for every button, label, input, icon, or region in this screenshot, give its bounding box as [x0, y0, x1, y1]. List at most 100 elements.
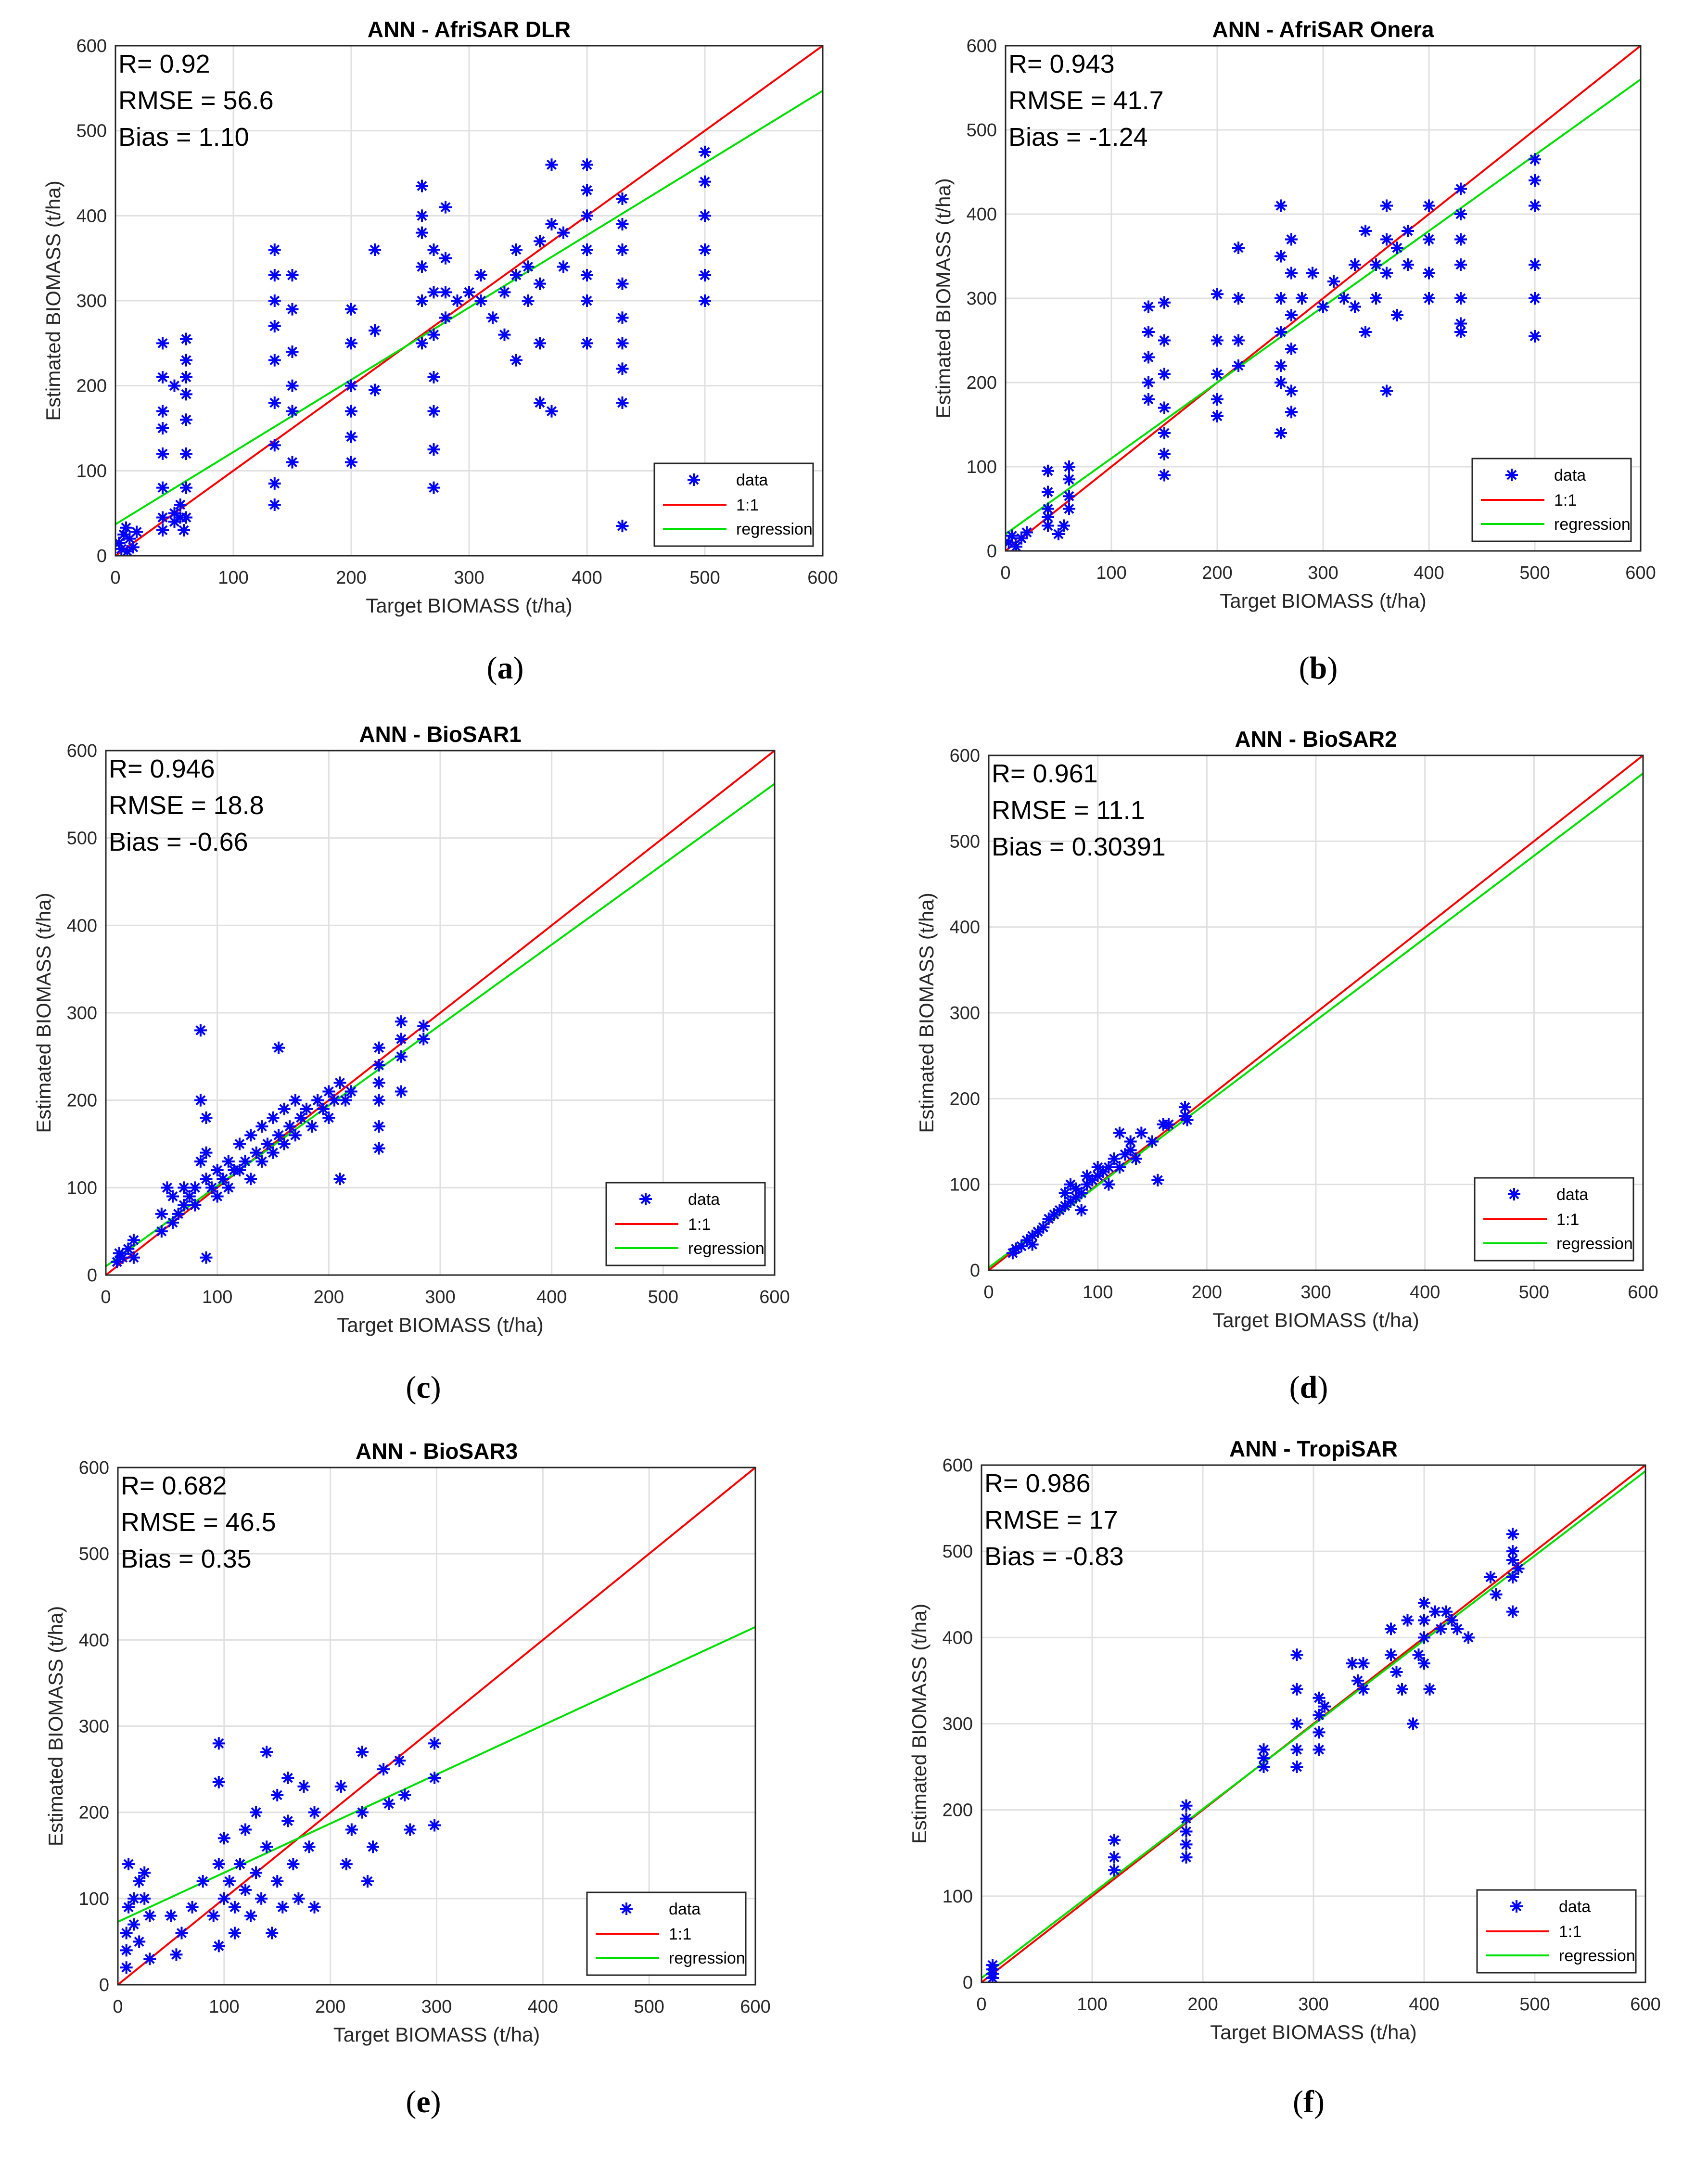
- data-point: [356, 1806, 369, 1819]
- data-point: [1151, 1174, 1164, 1187]
- data-point: [268, 269, 281, 281]
- chart-panel-5: 0 100 200 300 400 500 600 0 100 200 300 400 500 600 AN…: [44, 1439, 771, 2119]
- data-point: [239, 1883, 252, 1896]
- data-point: [427, 243, 440, 256]
- data-point: [345, 430, 357, 443]
- data-point: [1380, 199, 1393, 212]
- y-tick-label: 400: [79, 1630, 109, 1650]
- data-point: [1396, 1683, 1408, 1696]
- y-tick-label: 200: [943, 1800, 973, 1821]
- data-point: [1108, 1834, 1121, 1847]
- data-point: [339, 1094, 352, 1107]
- data-point: [1142, 326, 1155, 338]
- data-point: [404, 1823, 417, 1836]
- data-point: [1130, 1152, 1142, 1165]
- data-point: [474, 269, 487, 281]
- data-point: [1026, 1238, 1039, 1251]
- x-tick-label: 600: [807, 568, 838, 588]
- x-tick-label: 400: [572, 568, 602, 588]
- data-point: [1454, 208, 1467, 220]
- x-tick-label: 100: [1077, 1994, 1107, 2015]
- data-point: [1181, 1113, 1194, 1126]
- data-point: [1529, 330, 1541, 343]
- y-tick-label: 100: [67, 1178, 97, 1198]
- data-point: [1418, 1614, 1430, 1627]
- data-point: [1275, 359, 1287, 372]
- data-point: [122, 1858, 135, 1871]
- data-point: [1232, 359, 1245, 372]
- data-point: [168, 379, 181, 392]
- data-point: [1275, 376, 1287, 389]
- data-point: [1506, 1570, 1519, 1583]
- data-point: [244, 1129, 257, 1142]
- data-point: [283, 1120, 296, 1133]
- data-point: [1407, 1717, 1419, 1730]
- chart-title: ANN - BioSAR1: [359, 722, 521, 747]
- chart-panel-2: 0 100 200 300 400 500 600 0 100 200 300 400 500 600 AN…: [932, 17, 1656, 686]
- data-point: [268, 396, 281, 409]
- data-point: [1135, 1126, 1148, 1139]
- data-point: [183, 1190, 196, 1203]
- data-point: [127, 1234, 140, 1247]
- y-tick-label: 400: [67, 916, 97, 936]
- data-point: [180, 371, 192, 383]
- data-point: [1454, 182, 1467, 195]
- data-point: [417, 1020, 430, 1033]
- data-point: [317, 1102, 330, 1115]
- data-point: [228, 1901, 241, 1914]
- data-point: [1108, 1152, 1121, 1165]
- data-point: [156, 481, 169, 494]
- legend-label-identity: 1:1: [1554, 491, 1577, 510]
- data-point: [272, 1041, 285, 1054]
- data-point: [345, 303, 357, 316]
- data-point: [534, 396, 546, 409]
- data-point: [281, 1814, 294, 1827]
- data-point: [395, 1033, 408, 1046]
- data-point: [416, 179, 428, 192]
- data-point: [395, 1085, 408, 1098]
- y-tick-label: 300: [967, 289, 997, 309]
- data-point: [178, 1199, 191, 1212]
- data-point: [427, 481, 440, 494]
- data-point: [328, 1094, 341, 1107]
- data-points: [111, 1015, 430, 1268]
- data-point: [474, 294, 487, 307]
- data-point: [345, 337, 357, 350]
- data-point: [289, 1094, 302, 1107]
- data-point: [427, 405, 440, 418]
- data-point: [428, 1819, 441, 1832]
- data-point: [156, 524, 169, 536]
- data-point: [211, 1164, 224, 1176]
- identity-line: [1006, 46, 1641, 551]
- y-tick-label: 600: [967, 36, 997, 56]
- data-point: [1142, 393, 1155, 406]
- chart-title: ANN - AfriSAR DLR: [368, 17, 571, 42]
- data-point: [180, 332, 192, 345]
- data-point: [1113, 1126, 1126, 1139]
- chart-title: ANN - BioSAR2: [1235, 727, 1397, 752]
- data-point: [189, 1199, 202, 1212]
- data-points: [1006, 153, 1541, 551]
- data-point: [196, 1875, 209, 1888]
- stat-line: Bias = -0.83: [984, 1542, 1124, 1571]
- data-point: [217, 1832, 230, 1845]
- data-point: [207, 1909, 220, 1922]
- data-point: [427, 328, 440, 341]
- data-point: [120, 1961, 133, 1974]
- data-point: [1412, 1648, 1425, 1661]
- stat-line: Bias = 0.30391: [992, 832, 1166, 861]
- data-point: [581, 337, 593, 350]
- data-points: [986, 1528, 1525, 1982]
- data-point: [268, 477, 281, 490]
- data-point: [294, 1111, 307, 1124]
- y-tick-label: 0: [87, 1265, 97, 1286]
- data-point: [1423, 267, 1435, 280]
- data-point: [178, 1181, 191, 1194]
- data-point: [545, 218, 558, 230]
- legend-label-data: data: [688, 1190, 720, 1209]
- data-point: [1418, 1631, 1430, 1644]
- y-axis-label: Estimated BIOMASS (t/ha): [908, 1604, 930, 1844]
- x-tick-label: 500: [689, 568, 720, 588]
- data-point: [545, 405, 558, 418]
- data-point: [1108, 1851, 1121, 1864]
